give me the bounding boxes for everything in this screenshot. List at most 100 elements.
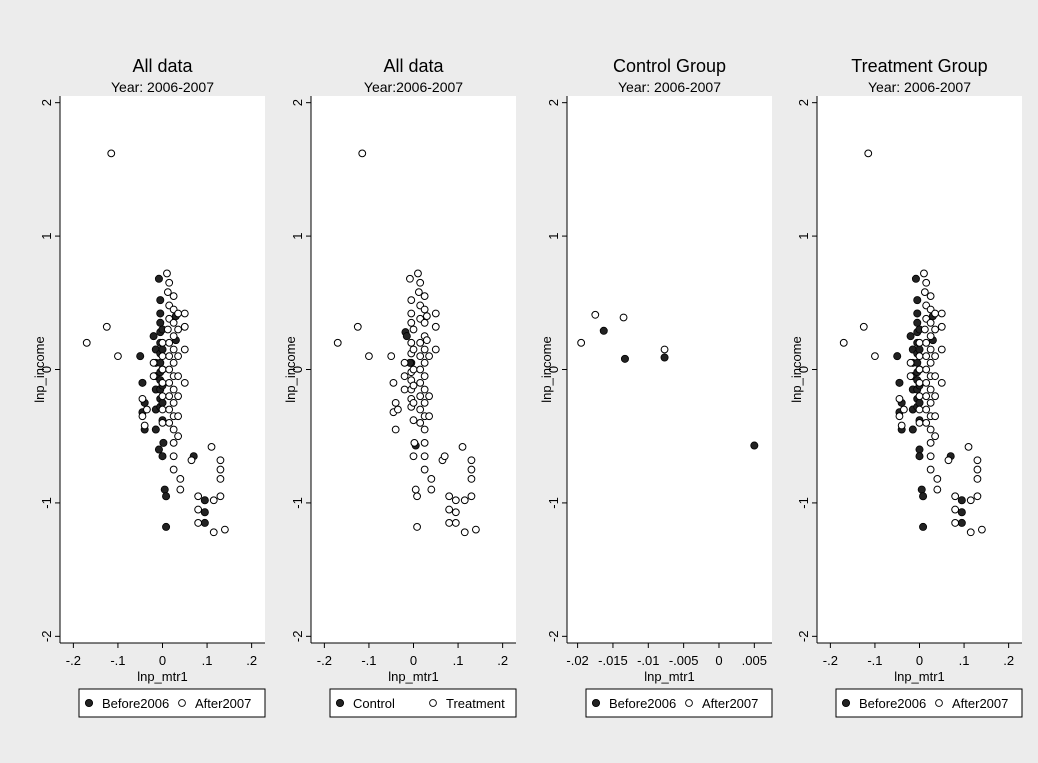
data-point (420, 385, 429, 394)
data-point (906, 358, 915, 367)
data-point (180, 309, 189, 318)
data-point (149, 358, 158, 367)
data-point (169, 385, 178, 394)
data-point (365, 352, 373, 361)
data-point (915, 352, 924, 361)
data-point (409, 452, 418, 461)
legend-label: After2007 (195, 696, 251, 711)
data-point (411, 485, 420, 494)
data-point (951, 492, 960, 501)
data-point (427, 485, 436, 494)
data-point (425, 352, 433, 361)
y-axis-label: lnp_income (789, 336, 804, 403)
data-point (922, 418, 931, 427)
x-tick-label: .2 (246, 653, 257, 668)
data-point (913, 318, 922, 327)
y-tick-label: -2 (290, 631, 305, 643)
data-point (207, 442, 216, 451)
y-tick-label: 0 (290, 366, 305, 373)
legend-marker (935, 699, 943, 707)
y-tick-label: -2 (796, 631, 811, 643)
data-point (102, 322, 111, 331)
data-point (413, 492, 421, 501)
data-point (915, 365, 924, 374)
data-point (353, 322, 362, 331)
data-point (957, 496, 966, 505)
data-point (400, 385, 409, 394)
data-point (931, 325, 939, 334)
data-point (154, 445, 163, 454)
data-point (169, 398, 178, 407)
data-point (915, 405, 924, 414)
data-point (931, 309, 939, 318)
data-point (358, 149, 367, 158)
data-point (933, 485, 942, 494)
data-point (169, 465, 178, 474)
data-point (619, 313, 628, 322)
data-point (926, 385, 935, 394)
data-point (937, 322, 946, 331)
data-point (174, 325, 182, 334)
chart-title: Control Group (613, 56, 726, 76)
x-tick-label: -.2 (823, 653, 838, 668)
data-point (431, 309, 440, 318)
y-tick-label: 0 (39, 366, 54, 373)
data-point (926, 332, 935, 341)
data-point (138, 378, 147, 387)
y-tick-label: 2 (290, 99, 305, 106)
y-axis-label: lnp_income (32, 336, 47, 403)
data-point (402, 332, 411, 341)
data-point (409, 398, 418, 407)
data-point (159, 438, 168, 447)
data-point (420, 452, 429, 461)
data-point (920, 288, 929, 297)
data-point (420, 438, 429, 447)
data-point (163, 269, 171, 278)
data-point (908, 425, 917, 434)
data-point (389, 378, 398, 387)
scatter-panel-treatment-group: Treatment Group Year: 2006-2007 -2 -1 0 1 2 -.2… (789, 56, 1023, 718)
data-point (200, 508, 209, 517)
data-point (660, 353, 669, 362)
data-point (140, 421, 149, 430)
x-tick-label: .2 (497, 653, 508, 668)
x-tick-label: -.015 (598, 653, 628, 668)
x-tick-label: -.005 (669, 653, 699, 668)
data-point (136, 352, 145, 361)
data-point (425, 412, 433, 421)
data-point (169, 345, 178, 354)
data-point (158, 378, 167, 387)
data-point (151, 425, 160, 434)
data-point (913, 309, 922, 318)
x-axis-label: lnp_mtr1 (137, 669, 188, 684)
data-point (409, 365, 418, 374)
x-tick-label: -.2 (317, 653, 332, 668)
data-point (114, 352, 122, 361)
data-point (920, 325, 929, 334)
data-point (895, 412, 904, 421)
data-point (915, 345, 924, 354)
legend-box (835, 688, 1023, 718)
data-point (937, 309, 946, 318)
data-point (957, 508, 966, 517)
data-point (165, 418, 174, 427)
data-point (467, 456, 476, 465)
data-point (467, 492, 476, 501)
data-point (957, 518, 966, 527)
data-point (180, 345, 189, 354)
data-point (922, 405, 931, 414)
data-point (922, 278, 931, 287)
data-point (420, 372, 429, 381)
data-point (165, 392, 174, 401)
data-point (165, 378, 174, 387)
data-point (922, 365, 931, 374)
legend-label: Control (353, 696, 395, 711)
data-point (165, 365, 174, 374)
data-point (165, 338, 174, 347)
data-point (107, 149, 116, 158)
scatter-panel-all-data-period: All data Year: 2006-2007 -2 -1 0 1 2 -.2 -.1 0 .1.… (32, 56, 266, 718)
data-point (915, 452, 924, 461)
chart-subtitle: Year:2006-2007 (364, 79, 463, 95)
data-point (209, 496, 218, 505)
